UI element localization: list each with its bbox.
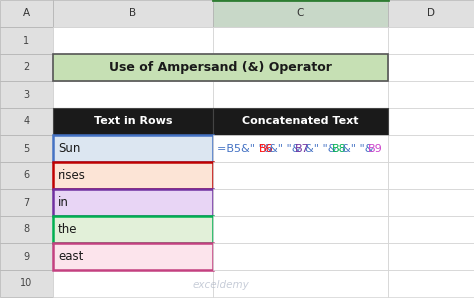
Text: &" "&: &" "& [342,143,374,154]
Bar [213,216,388,243]
Bar [388,0,474,27]
Bar [0,54,53,81]
Text: B6: B6 [259,143,273,154]
Text: A: A [23,8,30,19]
Text: exceldemy: exceldemy [192,280,249,290]
Bar [213,270,388,297]
Bar [213,189,388,216]
Bar [213,162,388,189]
Text: B9: B9 [368,143,383,154]
Bar [0,0,53,27]
Text: =B5&" "&: =B5&" "& [217,143,273,154]
Bar [53,108,213,135]
Bar [53,216,213,243]
Bar [0,108,53,135]
Bar [213,81,388,108]
Bar [53,27,213,54]
Bar [53,270,213,297]
Bar [0,27,53,54]
Bar [213,243,388,270]
Text: &" "&: &" "& [305,143,337,154]
Bar [388,54,474,81]
Bar [0,216,53,243]
Bar [213,108,388,135]
Bar [213,189,388,216]
Text: 3: 3 [23,89,29,100]
Bar [53,216,213,243]
Text: 2: 2 [23,62,29,73]
Bar [388,270,474,297]
Text: 9: 9 [23,251,29,262]
Bar [388,108,474,135]
Bar [0,270,53,297]
Text: 7: 7 [23,197,29,208]
Bar [388,81,474,108]
Text: Sun: Sun [58,142,81,155]
Text: B8: B8 [331,143,346,154]
Text: 1: 1 [23,35,29,46]
Bar [213,108,388,135]
Text: east: east [58,250,83,263]
Bar [388,27,474,54]
Bar [53,162,213,189]
Bar [53,81,213,108]
Bar [0,135,53,162]
Bar [53,243,213,270]
Bar [53,189,213,216]
Bar [0,81,53,108]
Text: Use of Ampersand (&) Operator: Use of Ampersand (&) Operator [109,61,332,74]
Text: 6: 6 [23,170,29,181]
Text: B: B [129,8,137,19]
Text: D: D [427,8,435,19]
Text: 8: 8 [23,224,29,235]
Bar [53,135,213,162]
Bar [213,216,388,243]
Bar [213,54,388,81]
Text: the: the [58,223,78,236]
Bar [213,27,388,54]
Text: B7: B7 [295,143,310,154]
Text: Text in Rows: Text in Rows [94,116,172,127]
Bar [388,243,474,270]
Bar [213,135,388,162]
Bar [0,243,53,270]
Bar [53,162,213,189]
Bar [53,54,213,81]
Bar [53,54,388,81]
Text: 10: 10 [20,278,33,289]
Bar [53,0,213,27]
Text: rises: rises [58,169,86,182]
Text: &" "&: &" "& [269,143,301,154]
Bar [0,189,53,216]
Bar [388,189,474,216]
Bar [53,189,213,216]
Text: 4: 4 [23,116,29,127]
Bar [213,243,388,270]
Bar [213,162,388,189]
Bar [53,135,213,162]
Bar [0,162,53,189]
Text: in: in [58,196,69,209]
Bar [53,243,213,270]
Bar [53,108,213,135]
Text: Concatenated Text: Concatenated Text [242,116,359,127]
Bar [388,162,474,189]
Text: C: C [297,8,304,19]
Bar [213,0,388,27]
Bar [388,135,474,162]
Bar [388,216,474,243]
Text: 5: 5 [23,143,29,154]
Bar [213,135,388,162]
